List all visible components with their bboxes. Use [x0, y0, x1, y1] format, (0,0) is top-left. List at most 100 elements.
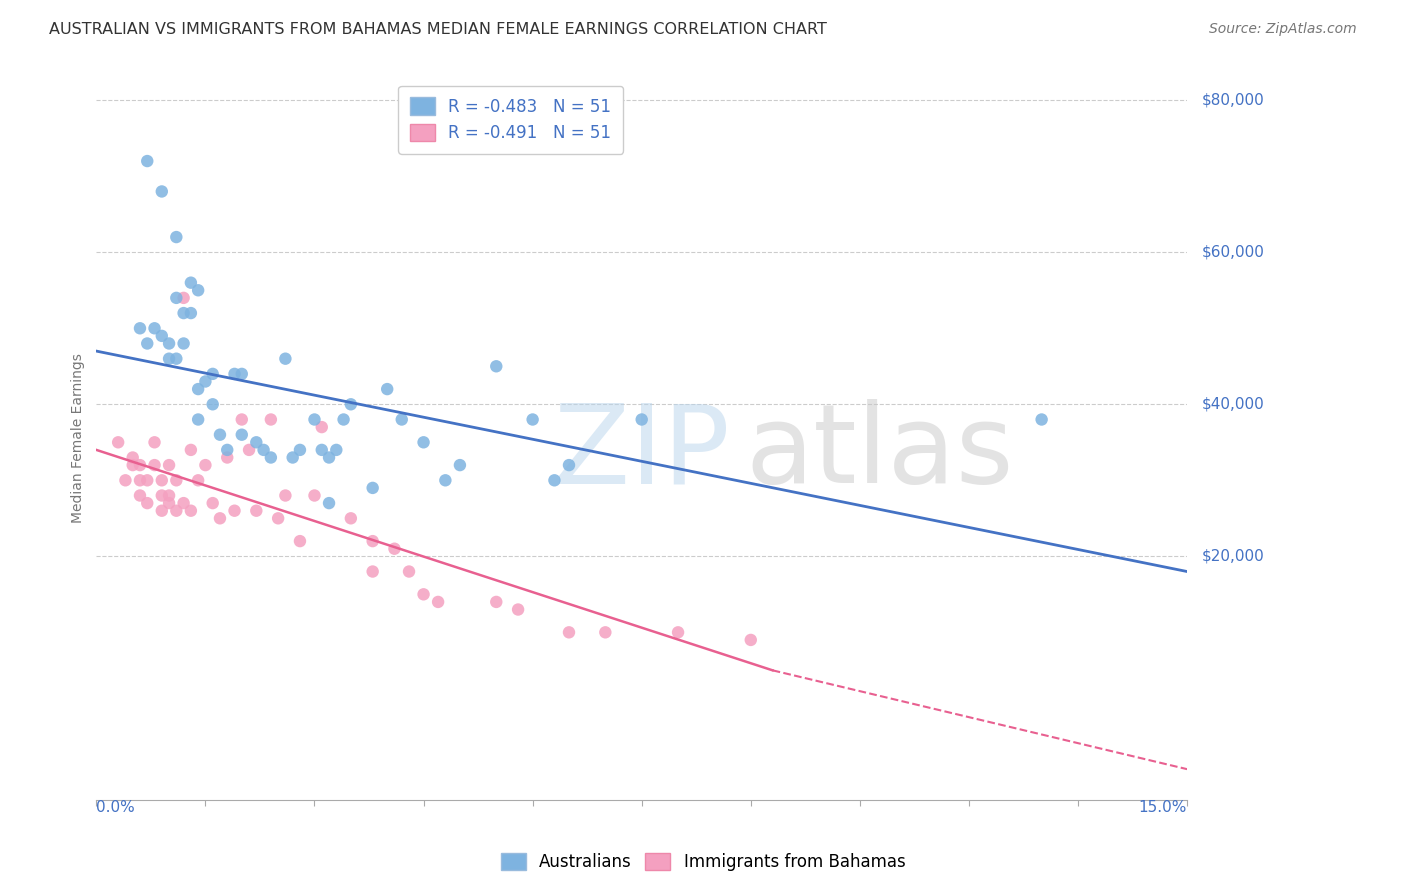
- Legend: Australians, Immigrants from Bahamas: Australians, Immigrants from Bahamas: [492, 845, 914, 880]
- Point: [129, 321, 152, 335]
- Point: [150, 185, 173, 199]
- Point: [136, 154, 159, 169]
- Text: 15.0%: 15.0%: [1139, 799, 1187, 814]
- Point: [143, 458, 166, 472]
- Point: [325, 442, 347, 457]
- Point: [231, 427, 253, 442]
- Point: [157, 489, 180, 503]
- Text: $60,000: $60,000: [1202, 244, 1264, 260]
- Point: [173, 306, 195, 320]
- Point: [194, 375, 217, 389]
- Point: [427, 595, 450, 609]
- Point: [224, 504, 246, 518]
- Point: [121, 450, 143, 465]
- Point: [434, 473, 457, 487]
- Point: [304, 489, 326, 503]
- Point: [157, 458, 180, 472]
- Point: [332, 412, 354, 426]
- Point: [180, 504, 202, 518]
- Point: [231, 412, 253, 426]
- Point: [129, 473, 152, 487]
- Point: [288, 534, 311, 549]
- Point: [157, 351, 180, 366]
- Point: [361, 565, 384, 579]
- Point: [384, 541, 406, 556]
- Text: ZIP: ZIP: [554, 400, 730, 507]
- Point: [136, 496, 159, 510]
- Text: atlas: atlas: [745, 400, 1014, 507]
- Point: [252, 442, 274, 457]
- Point: [201, 367, 224, 381]
- Point: [318, 496, 340, 510]
- Point: [595, 625, 617, 640]
- Point: [165, 291, 187, 305]
- Point: [136, 473, 159, 487]
- Point: [630, 412, 652, 426]
- Point: [485, 595, 508, 609]
- Point: [506, 602, 529, 616]
- Point: [558, 458, 581, 472]
- Text: AUSTRALIAN VS IMMIGRANTS FROM BAHAMAS MEDIAN FEMALE EARNINGS CORRELATION CHART: AUSTRALIAN VS IMMIGRANTS FROM BAHAMAS ME…: [49, 22, 827, 37]
- Point: [311, 420, 333, 434]
- Point: [208, 427, 231, 442]
- Text: $20,000: $20,000: [1202, 549, 1264, 564]
- Point: [150, 473, 173, 487]
- Point: [157, 496, 180, 510]
- Point: [318, 450, 340, 465]
- Point: [267, 511, 290, 525]
- Y-axis label: Median Female Earnings: Median Female Earnings: [72, 353, 86, 524]
- Point: [165, 230, 187, 244]
- Point: [165, 473, 187, 487]
- Point: [485, 359, 508, 374]
- Point: [224, 367, 246, 381]
- Point: [361, 534, 384, 549]
- Point: [165, 504, 187, 518]
- Point: [194, 458, 217, 472]
- Point: [245, 435, 267, 450]
- Point: [231, 367, 253, 381]
- Point: [129, 458, 152, 472]
- Point: [187, 382, 209, 396]
- Point: [165, 351, 187, 366]
- Point: [361, 481, 384, 495]
- Text: $80,000: $80,000: [1202, 93, 1264, 108]
- Point: [201, 496, 224, 510]
- Point: [391, 412, 413, 426]
- Point: [217, 450, 239, 465]
- Point: [1031, 412, 1053, 426]
- Point: [260, 450, 283, 465]
- Point: [121, 458, 143, 472]
- Point: [180, 276, 202, 290]
- Point: [157, 336, 180, 351]
- Point: [208, 511, 231, 525]
- Point: [173, 291, 195, 305]
- Point: [412, 435, 434, 450]
- Point: [304, 412, 326, 426]
- Point: [274, 351, 297, 366]
- Point: [543, 473, 565, 487]
- Text: Source: ZipAtlas.com: Source: ZipAtlas.com: [1209, 22, 1357, 37]
- Point: [340, 397, 363, 411]
- Point: [150, 489, 173, 503]
- Point: [288, 442, 311, 457]
- Point: [522, 412, 544, 426]
- Point: [180, 306, 202, 320]
- Point: [375, 382, 398, 396]
- Point: [114, 473, 136, 487]
- Point: [245, 504, 267, 518]
- Point: [129, 489, 152, 503]
- Point: [398, 565, 420, 579]
- Point: [558, 625, 581, 640]
- Point: [187, 473, 209, 487]
- Point: [340, 511, 363, 525]
- Point: [136, 336, 159, 351]
- Point: [311, 442, 333, 457]
- Point: [217, 442, 239, 457]
- Point: [201, 397, 224, 411]
- Point: [260, 412, 283, 426]
- Point: [150, 329, 173, 343]
- Text: 0.0%: 0.0%: [97, 799, 135, 814]
- Point: [666, 625, 689, 640]
- Point: [449, 458, 471, 472]
- Point: [187, 283, 209, 297]
